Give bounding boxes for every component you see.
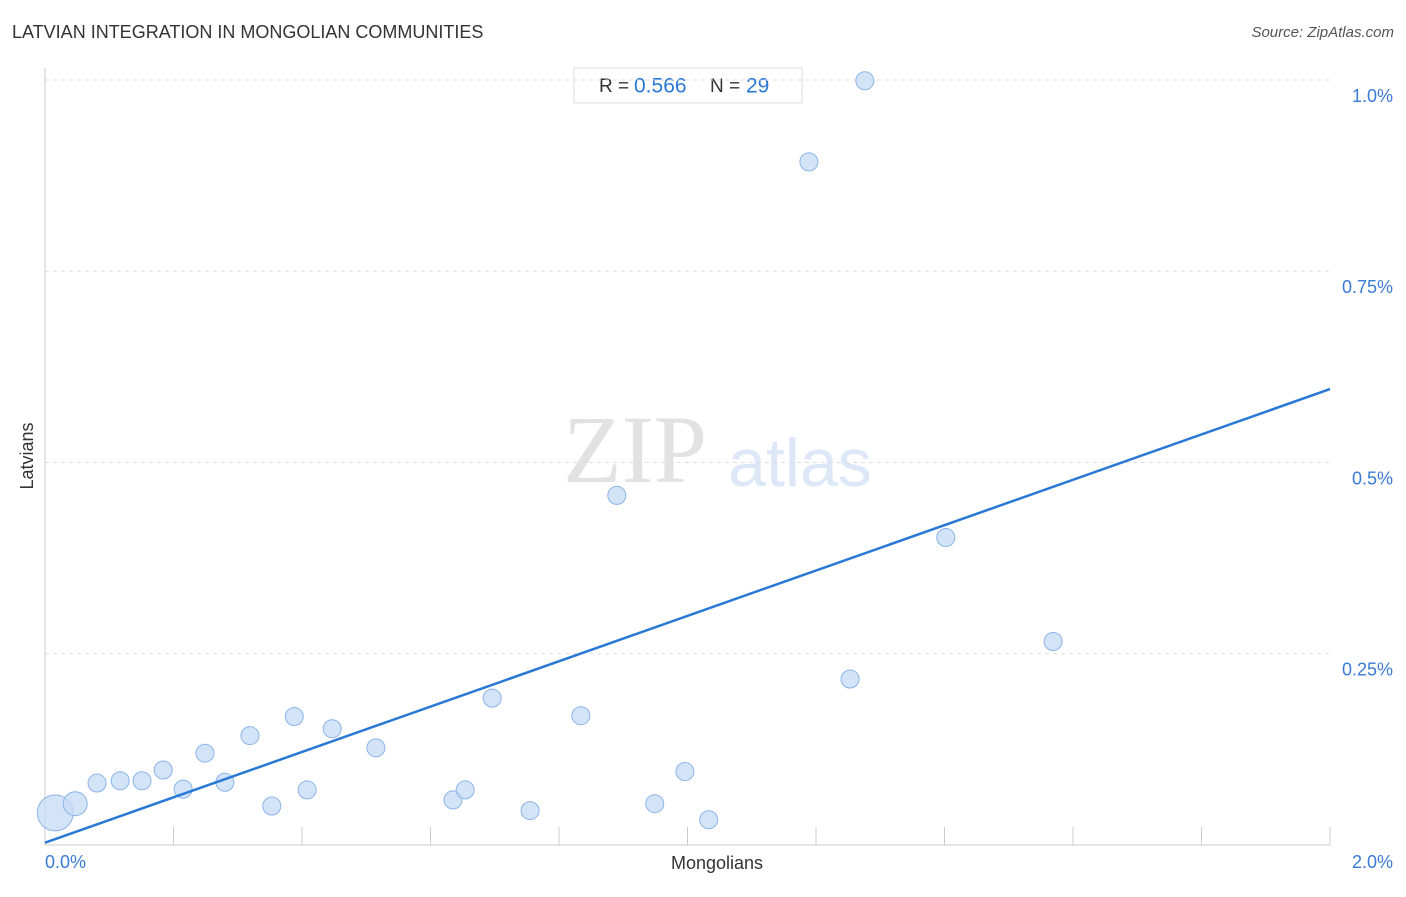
x-tick-label: 0.0% xyxy=(45,852,86,872)
scatter-point xyxy=(799,152,819,172)
scatter-point xyxy=(645,794,665,814)
scatter-point xyxy=(62,791,88,817)
source: Source: ZipAtlas.com xyxy=(1251,24,1394,41)
r-value: 0.566 xyxy=(634,75,687,98)
y-tick-label: 1.0% xyxy=(1352,86,1393,106)
scatter-point xyxy=(322,719,342,739)
r-label: R = xyxy=(599,76,629,97)
scatter-point xyxy=(1043,632,1063,652)
scatter-point xyxy=(297,780,317,800)
scatter-point xyxy=(571,706,591,726)
scatter-point xyxy=(195,743,215,763)
y-tick-label: 0.25% xyxy=(1342,660,1393,680)
scatter-point xyxy=(366,738,386,758)
scatter-point xyxy=(110,771,130,791)
scatter-point xyxy=(482,688,502,708)
scatter-point xyxy=(284,706,304,726)
scatter-point xyxy=(675,762,695,782)
n-value: 29 xyxy=(746,75,769,98)
scatter-point xyxy=(855,71,875,91)
scatter-point xyxy=(87,773,107,793)
stats-box xyxy=(573,67,803,104)
y-tick-label: 0.75% xyxy=(1342,277,1393,297)
chart-title: LATVIAN INTEGRATION IN MONGOLIAN COMMUNI… xyxy=(12,22,483,42)
scatter-point xyxy=(240,726,260,746)
scatter-point xyxy=(607,485,627,505)
scatter-point xyxy=(699,810,719,830)
scatter-point xyxy=(936,527,956,547)
scatter-point xyxy=(520,801,540,821)
scatter-point xyxy=(153,760,173,780)
watermark: ZIP xyxy=(563,396,707,503)
x-tick-label: 2.0% xyxy=(1352,852,1393,872)
scatter-point xyxy=(132,771,152,791)
scatter-point xyxy=(262,796,282,816)
scatter-point xyxy=(455,780,475,800)
trend-line xyxy=(44,387,1331,844)
y-axis-label: Latvians xyxy=(17,422,37,489)
n-label: N = xyxy=(710,76,740,97)
y-tick-label: 0.5% xyxy=(1352,468,1393,488)
scatter-point xyxy=(840,669,860,689)
x-axis-label: Mongolians xyxy=(671,853,763,873)
